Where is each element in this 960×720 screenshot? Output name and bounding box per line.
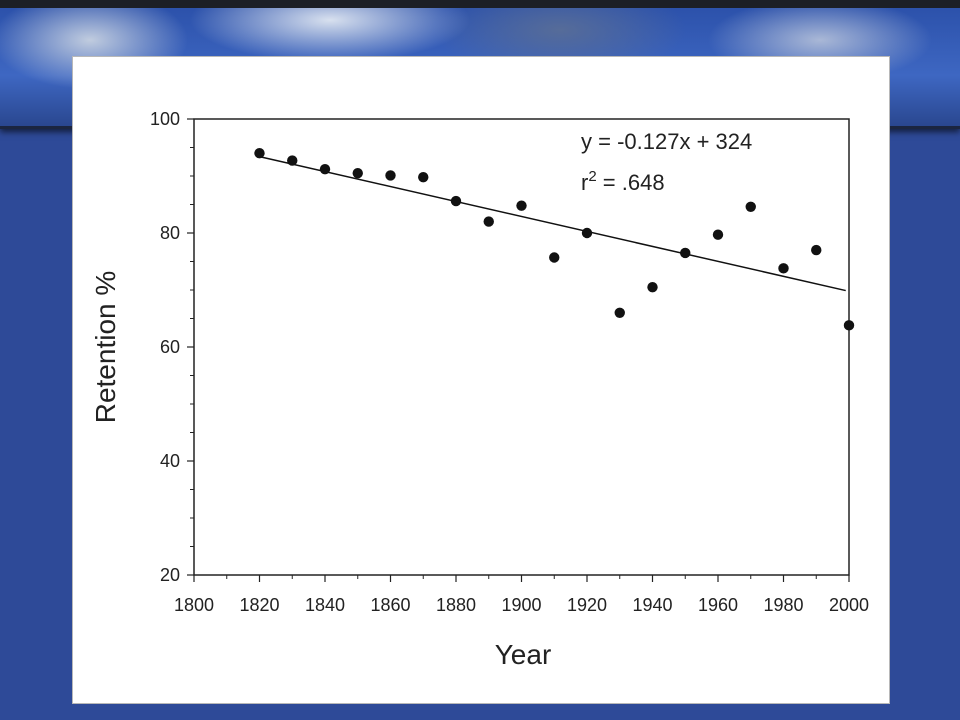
data-point <box>811 244 822 256</box>
scatter-chart: 1800 1820 1840 1860 1880 1900 1920 1940 1960 1980… <box>90 109 869 670</box>
data-point <box>483 216 494 227</box>
r-squared-label: r2 = .648 <box>581 168 665 195</box>
r-squared-value: = .648 <box>597 170 665 195</box>
data-point <box>287 155 298 166</box>
regression-line <box>259 155 846 292</box>
x-tick-label: 1980 <box>763 595 803 615</box>
data-point <box>745 201 756 212</box>
data-point <box>549 252 560 263</box>
data-point <box>450 195 462 207</box>
data-point <box>352 167 363 179</box>
y-tick-label: 40 <box>160 451 180 471</box>
y-axis-title: Retention % <box>90 271 121 424</box>
y-tick-label: 80 <box>160 223 180 243</box>
data-point <box>319 163 331 175</box>
data-point <box>254 148 265 159</box>
data-point <box>680 247 691 259</box>
chart-panel: 1800 1820 1840 1860 1880 1900 1920 1940 1960 1980… <box>72 56 890 704</box>
y-tick-label: 60 <box>160 337 180 357</box>
y-tick-label: 100 <box>150 109 180 129</box>
x-tick-label: 1800 <box>174 595 214 615</box>
x-axis-title: Year <box>495 639 552 670</box>
data-point <box>516 200 527 211</box>
r-squared-prefix: r <box>581 170 588 195</box>
x-tick-label: 1940 <box>632 595 672 615</box>
x-tick-label: 1820 <box>239 595 279 615</box>
data-point <box>614 307 625 318</box>
x-tick-label: 1880 <box>436 595 476 615</box>
x-tick-label: 1840 <box>305 595 345 615</box>
x-tick-label: 1900 <box>501 595 541 615</box>
data-point <box>581 227 593 239</box>
data-point <box>385 170 396 181</box>
x-tick-label: 1920 <box>567 595 607 615</box>
data-point <box>647 281 658 293</box>
data-point <box>712 229 724 240</box>
data-point <box>843 320 855 331</box>
y-tick-label: 20 <box>160 565 180 585</box>
x-tick-label: 1960 <box>698 595 738 615</box>
plot-area-frame <box>193 118 850 576</box>
r-squared-exponent: 2 <box>588 168 596 185</box>
x-tick-label: 2000 <box>829 595 869 615</box>
data-point <box>778 263 789 274</box>
regression-equation: y = -0.127x + 324 <box>581 129 752 154</box>
x-tick-label: 1860 <box>370 595 410 615</box>
data-point <box>418 171 429 183</box>
